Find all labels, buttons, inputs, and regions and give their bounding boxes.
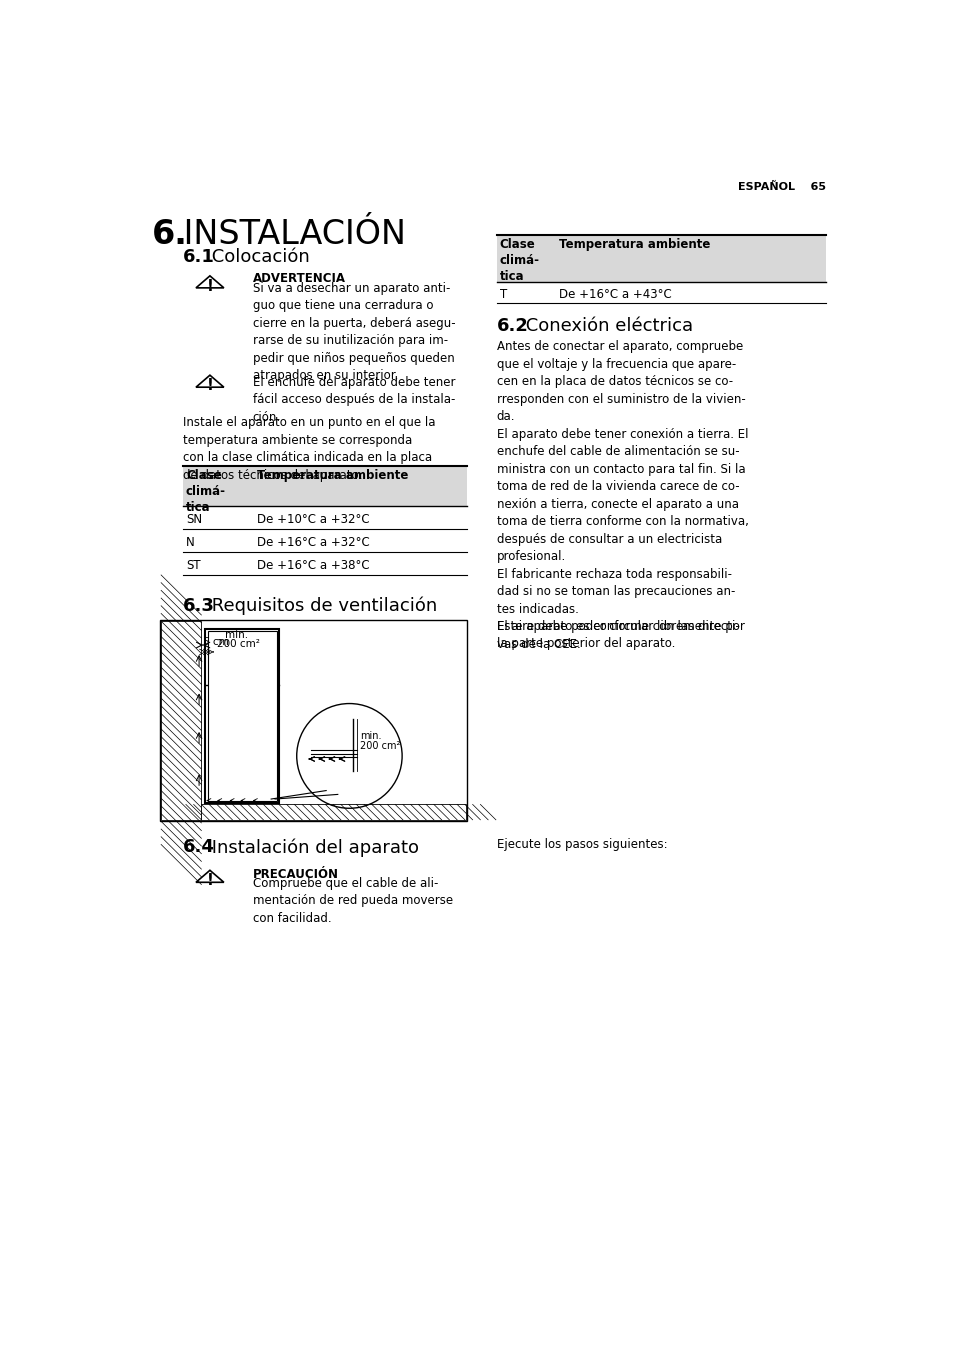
Text: De +10°C a +32°C: De +10°C a +32°C [257,512,370,526]
Text: 200 cm²: 200 cm² [360,741,400,750]
Text: min.: min. [360,731,381,741]
Text: Instale el aparato en un punto en el que la
temperatura ambiente se corresponda
: Instale el aparato en un punto en el que… [183,416,435,481]
Text: 6.1: 6.1 [183,249,214,266]
Text: min.: min. [224,630,248,639]
Text: Compruebe que el cable de ali-
mentación de red pueda moverse
con facilidad.: Compruebe que el cable de ali- mentación… [253,877,453,925]
Bar [205,629,278,803]
Text: !: ! [206,379,213,393]
Text: 200 cm²: 200 cm² [216,639,259,649]
Text: Clase
climá-
tica: Clase climá- tica [186,469,226,514]
Text: 6.3: 6.3 [183,596,214,615]
Text: Antes de conectar el aparato, compruebe
que el voltaje y la frecuencia que apare: Antes de conectar el aparato, compruebe … [497,341,748,650]
Text: ADVERTENCIA: ADVERTENCIA [253,272,345,285]
Text: Temperatura ambiente: Temperatura ambiente [257,469,408,481]
Text: El aire debe poder circular libremente por
la parte posterior del aparato.: El aire debe poder circular libremente p… [497,619,743,650]
Text: El enchufe del aparato debe tener
fácil acceso después de la instala-
ción.: El enchufe del aparato debe tener fácil … [253,376,455,423]
Text: De +16°C a +43°C: De +16°C a +43°C [558,288,671,300]
Text: Si va a desechar un aparato anti-
guo que tiene una cerradura o
cierre en la pue: Si va a desechar un aparato anti- guo qu… [253,281,455,383]
Text: ST: ST [186,558,200,572]
Bar [497,235,825,281]
Bar [183,465,467,506]
Text: 6.2: 6.2 [497,316,528,335]
Text: T: T [499,288,506,300]
Bar [161,621,201,819]
Text: INSTALACIÓN: INSTALACIÓN [173,218,406,250]
Text: 5 cm: 5 cm [203,637,229,648]
Text: Conexión eléctrica: Conexión eléctrica [519,316,692,335]
Text: Temperatura ambiente: Temperatura ambiente [558,238,709,251]
Text: De +16°C a +38°C: De +16°C a +38°C [257,558,370,572]
Text: Colocación: Colocación [206,249,310,266]
Text: Requisitos de ventilación: Requisitos de ventilación [206,596,436,615]
Bar [208,631,276,800]
Text: !: ! [206,279,213,293]
Text: 6.4: 6.4 [183,838,214,856]
Text: Instalación del aparato: Instalación del aparato [206,838,418,857]
Text: SN: SN [186,512,202,526]
Text: ESPAÑOL    65: ESPAÑOL 65 [738,183,825,192]
Text: PRECAUCIÓN: PRECAUCIÓN [253,868,338,880]
Text: Ejecute los pasos siguientes:: Ejecute los pasos siguientes: [497,838,666,852]
Text: 6.: 6. [152,218,188,250]
Text: !: ! [206,873,213,888]
Bar [201,804,465,819]
Text: N: N [186,535,194,549]
Text: Clase
climá-
tica: Clase climá- tica [499,238,539,284]
Text: De +16°C a +32°C: De +16°C a +32°C [257,535,370,549]
Bar [159,619,467,822]
